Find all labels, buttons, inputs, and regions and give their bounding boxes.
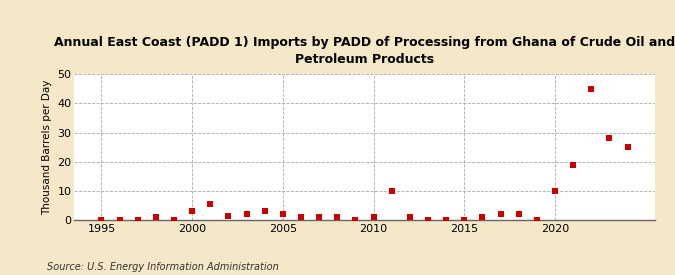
Point <box>151 215 161 219</box>
Y-axis label: Thousand Barrels per Day: Thousand Barrels per Day <box>42 79 52 215</box>
Point <box>423 218 433 222</box>
Point <box>404 215 415 219</box>
Point <box>205 202 216 206</box>
Point <box>296 215 306 219</box>
Point <box>622 145 633 149</box>
Point <box>441 218 452 222</box>
Text: Source: U.S. Energy Information Administration: Source: U.S. Energy Information Administ… <box>47 262 279 272</box>
Point <box>513 212 524 216</box>
Point <box>187 209 198 213</box>
Point <box>368 215 379 219</box>
Point <box>132 218 143 222</box>
Point <box>223 213 234 218</box>
Point <box>314 215 325 219</box>
Point <box>277 212 288 216</box>
Point <box>495 212 506 216</box>
Point <box>114 218 125 222</box>
Point <box>96 218 107 222</box>
Point <box>477 215 488 219</box>
Point <box>604 136 615 141</box>
Point <box>169 218 180 222</box>
Point <box>259 209 270 213</box>
Title: Annual East Coast (PADD 1) Imports by PADD of Processing from Ghana of Crude Oil: Annual East Coast (PADD 1) Imports by PA… <box>54 36 675 66</box>
Point <box>549 189 560 193</box>
Point <box>531 218 542 222</box>
Point <box>332 215 343 219</box>
Point <box>241 212 252 216</box>
Point <box>459 218 470 222</box>
Point <box>568 163 578 167</box>
Point <box>586 87 597 91</box>
Point <box>350 218 361 222</box>
Point <box>386 189 397 193</box>
